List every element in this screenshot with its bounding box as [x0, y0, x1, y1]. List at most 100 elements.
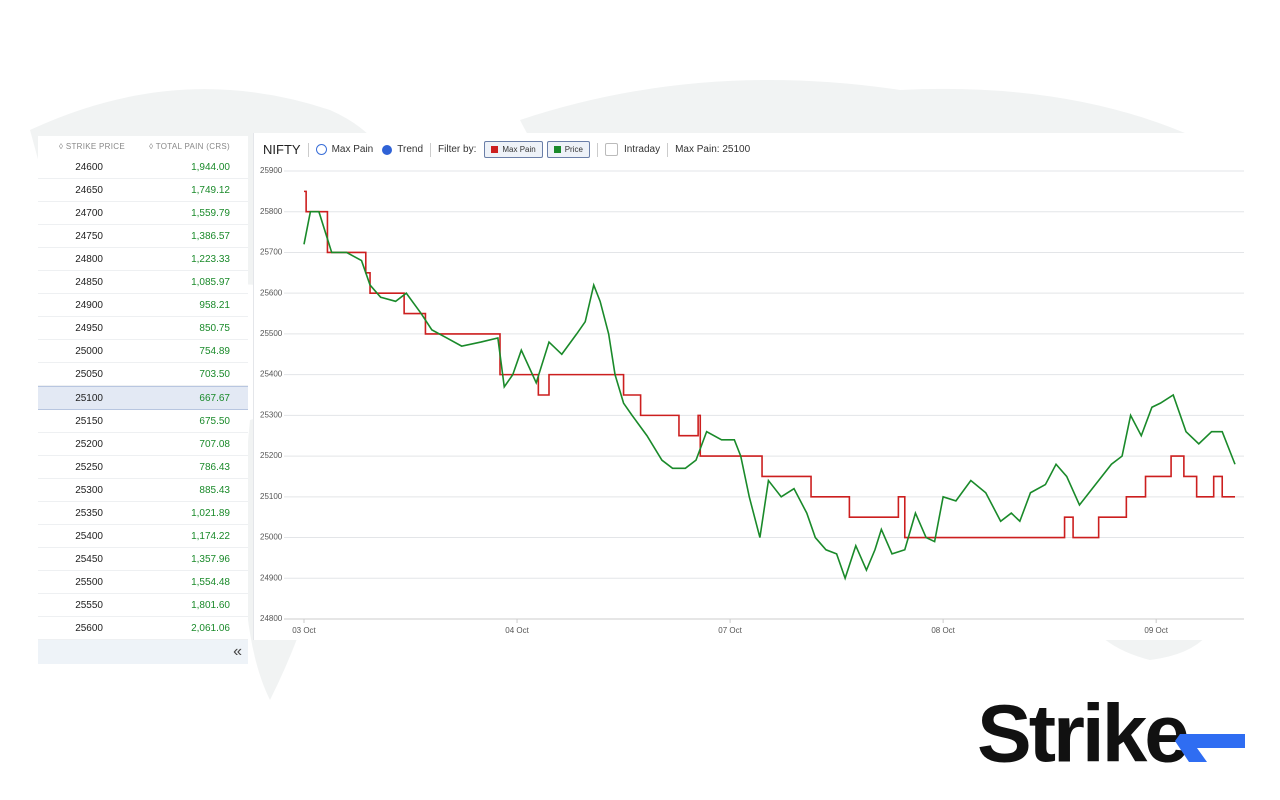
table-row[interactable]: 25100 667.67	[38, 386, 248, 410]
radio[interactable]	[382, 144, 393, 155]
x-tick-label: 03 Oct	[292, 626, 316, 635]
table-row[interactable]: 24750 1,386.57	[38, 225, 248, 248]
column-header[interactable]: ◊ TOTAL PAIN (CRS)	[149, 141, 230, 151]
table-cell: 1,386.57	[191, 230, 230, 242]
table-cell: 25100	[75, 392, 103, 404]
series-line	[304, 190, 1235, 539]
table-cell: 754.89	[199, 345, 230, 357]
radio[interactable]	[315, 144, 327, 155]
toolbar: NIFTY Max Pain Trend Filter by: Max Pain…	[263, 141, 750, 158]
table-row[interactable]: 25400 1,174.22	[38, 525, 248, 548]
x-tick-label: 04 Oct	[505, 626, 529, 635]
y-tick-label: 25000	[260, 533, 283, 542]
table-cell: 25500	[75, 576, 103, 588]
table-row[interactable]: 25350 1,021.89	[38, 502, 248, 525]
radio-label[interactable]: Trend	[397, 144, 424, 155]
separator	[667, 142, 669, 157]
legend-label: Price	[564, 145, 583, 154]
y-tick-label: 25200	[260, 451, 283, 460]
table-cell: 25250	[75, 461, 103, 473]
table-cell: 24850	[75, 276, 103, 288]
column-header-text: TOTAL PAIN (CRS)	[155, 141, 230, 151]
table-row[interactable]: 25000 754.89	[38, 340, 248, 363]
collapse-button[interactable]: «	[38, 640, 248, 664]
x-tick-label: 09 Oct	[1144, 626, 1168, 635]
legend-label: Max Pain	[502, 145, 536, 154]
table-cell: 1,357.96	[191, 553, 230, 565]
table-cell: 24750	[75, 230, 103, 242]
y-tick-label: 25300	[260, 410, 283, 419]
table-cell: 1,021.89	[191, 507, 230, 519]
table-row[interactable]: 25200 707.08	[38, 433, 248, 456]
table-cell: 1,174.22	[191, 530, 230, 542]
table-row[interactable]: 25450 1,357.96	[38, 548, 248, 571]
table-cell: 707.08	[199, 438, 230, 450]
table-cell: 25400	[75, 530, 103, 542]
table-cell: 25550	[75, 599, 103, 611]
table-cell: 958.21	[199, 299, 230, 311]
table-row[interactable]: 24600 1,944.00	[38, 156, 248, 179]
y-tick-label: 25700	[260, 248, 283, 257]
table-cell: 667.67	[199, 392, 230, 404]
series-line	[303, 210, 1236, 581]
table-cell: 24900	[75, 299, 103, 311]
table-cell: 1,801.60	[191, 599, 230, 611]
column-header-text: STRIKE PRICE	[65, 141, 125, 151]
swatch	[553, 146, 561, 153]
radio-label[interactable]: Max Pain	[331, 144, 374, 155]
table-row[interactable]: 24700 1,559.79	[38, 202, 248, 225]
table-cell: 1,749.12	[191, 184, 230, 196]
chart-panel: NIFTY Max Pain Trend Filter by: Max Pain…	[253, 133, 1244, 640]
table-row[interactable]: 25300 885.43	[38, 479, 248, 502]
x-tick-label: 07 Oct	[718, 626, 742, 635]
y-tick-label: 25800	[260, 207, 283, 216]
y-tick-label: 25600	[260, 288, 283, 297]
table-cell: 1,085.97	[191, 276, 230, 288]
table-row[interactable]: 24850 1,085.97	[38, 271, 248, 294]
table-cell: 25450	[75, 553, 103, 565]
filter-button[interactable]: Max Pain	[484, 141, 543, 158]
y-tick-label: 24800	[260, 614, 283, 623]
table-cell: 703.50	[199, 368, 230, 380]
separator	[307, 142, 309, 157]
table-row[interactable]: 25150 675.50	[38, 410, 248, 433]
table-row[interactable]: 25050 703.50	[38, 363, 248, 386]
table-cell: 25350	[75, 507, 103, 519]
table-cell: 1,944.00	[191, 161, 230, 173]
table-cell: 25300	[75, 484, 103, 496]
table-row[interactable]: 24950 850.75	[38, 317, 248, 340]
table-cell: 2,061.06	[191, 622, 230, 634]
table-cell: 1,223.33	[191, 253, 230, 265]
table-row[interactable]: 24900 958.21	[38, 294, 248, 317]
table-cell: 25150	[75, 415, 103, 427]
swatch	[491, 146, 499, 153]
table-cell: 24600	[75, 161, 103, 173]
y-tick-label: 25100	[260, 492, 283, 501]
table-cell: 850.75	[199, 322, 230, 334]
y-tick-label: 25900	[260, 166, 283, 175]
filter-button[interactable]: Price	[546, 141, 590, 158]
table-row[interactable]: 24650 1,749.12	[38, 179, 248, 202]
table-row[interactable]: 25500 1,554.48	[38, 571, 248, 594]
table-cell: 786.43	[199, 461, 230, 473]
table-header: ◊ STRIKE PRICE ◊ TOTAL PAIN (CRS)	[38, 136, 248, 156]
y-tick-label: 24900	[260, 573, 283, 582]
separator	[596, 142, 598, 157]
table-cell: 24650	[75, 184, 103, 196]
table-cell: 24950	[75, 322, 103, 334]
table-cell: 24800	[75, 253, 103, 265]
table-row[interactable]: 24800 1,223.33	[38, 248, 248, 271]
checkbox[interactable]	[604, 143, 618, 156]
symbol: NIFTY	[263, 142, 301, 157]
table-row[interactable]: 25600 2,061.06	[38, 617, 248, 640]
logo-text: Strike	[977, 690, 1187, 780]
table-cell: 1,559.79	[191, 207, 230, 219]
logo-arrow	[1175, 734, 1245, 762]
table-cell: 25600	[75, 622, 103, 634]
table-row[interactable]: 25550 1,801.60	[38, 594, 248, 617]
checkbox-label[interactable]: Intraday	[623, 144, 661, 155]
table-cell: 25200	[75, 438, 103, 450]
column-header[interactable]: ◊ STRIKE PRICE	[59, 141, 125, 151]
table-row[interactable]: 25250 786.43	[38, 456, 248, 479]
